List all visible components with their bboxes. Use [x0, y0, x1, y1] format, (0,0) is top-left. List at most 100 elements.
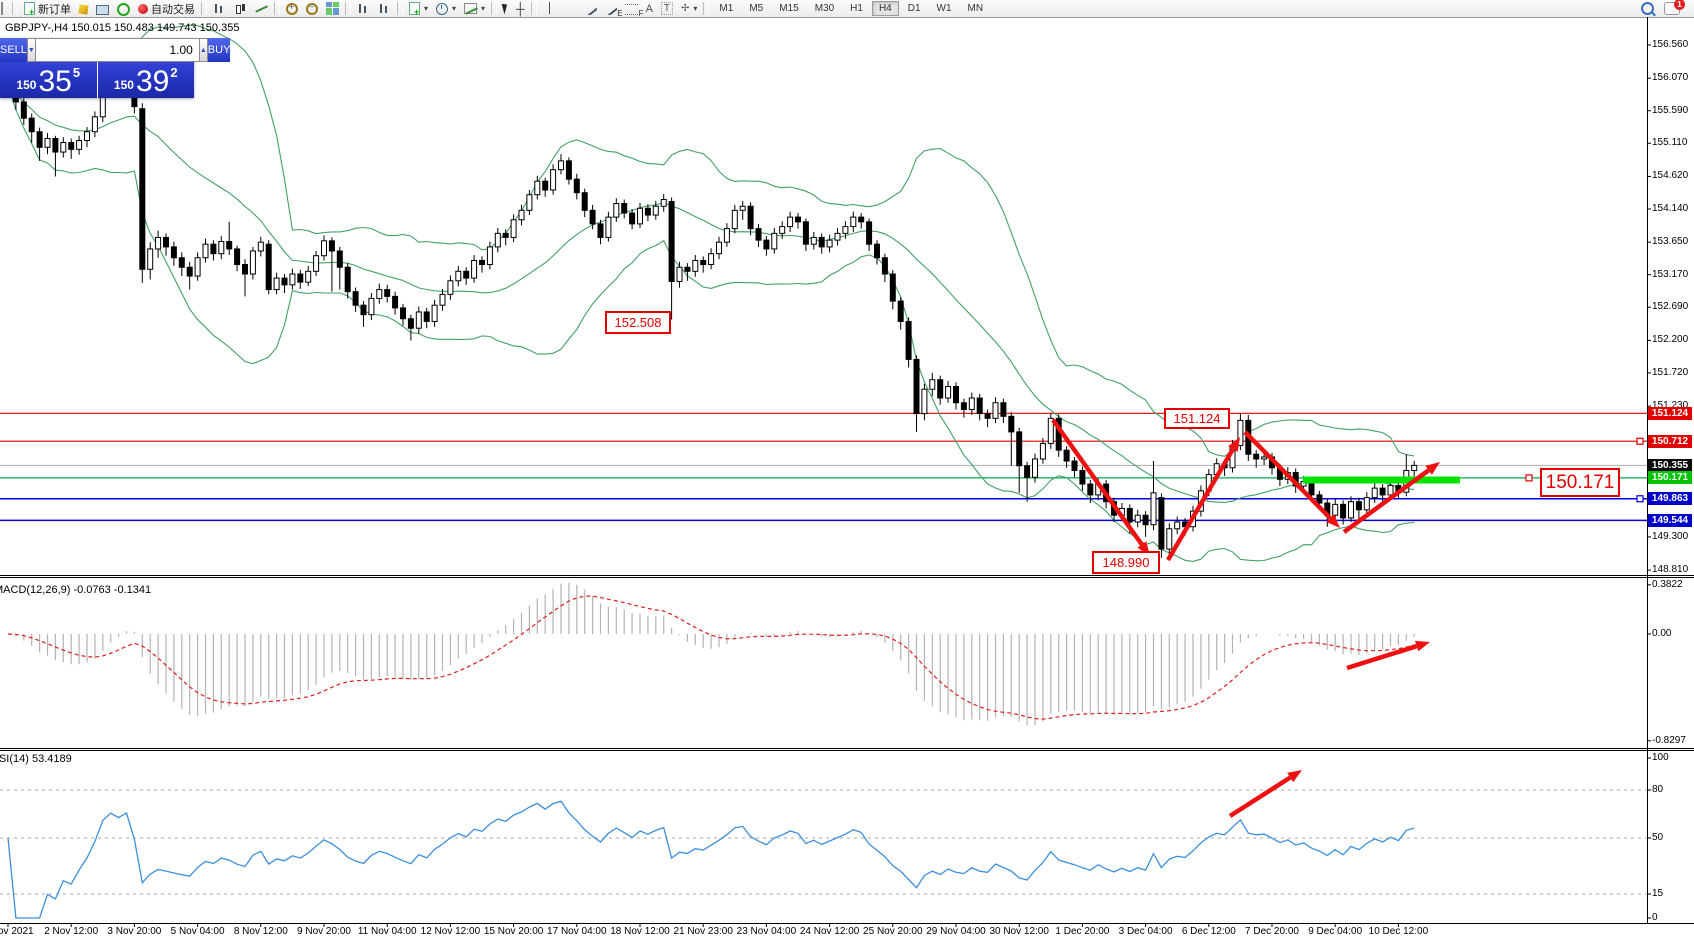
- trend-arrow[interactable]: [1166, 447, 1235, 562]
- candle-body: [147, 248, 154, 270]
- trend-arrow[interactable]: [1228, 775, 1292, 818]
- search-icon[interactable]: [1641, 2, 1654, 15]
- candle-body: [976, 397, 983, 415]
- candle-body: [581, 192, 588, 211]
- trend-arrow[interactable]: [1243, 430, 1332, 520]
- candle-body: [273, 277, 280, 291]
- price-badge-150.171: 150.171: [1648, 471, 1692, 485]
- indicators-button[interactable]: + ▾: [405, 1, 432, 17]
- timeframe-d1[interactable]: D1: [907, 3, 921, 14]
- price-tick: 155.110: [1652, 137, 1688, 149]
- volume-input[interactable]: [35, 38, 199, 62]
- candle-body: [597, 223, 604, 238]
- auto-trading-icon: [138, 4, 148, 14]
- candle-body: [194, 257, 201, 277]
- candle-body: [139, 108, 146, 270]
- candle-body: [1363, 497, 1370, 511]
- terminal-button[interactable]: [92, 1, 113, 16]
- candle-body: [1016, 431, 1023, 467]
- new-order-button[interactable]: + 新订单: [20, 1, 75, 17]
- sell-price-panel[interactable]: 150 35 5: [0, 62, 97, 98]
- fibonacci-tool-button[interactable]: F: [621, 1, 644, 18]
- line-handle[interactable]: [1636, 495, 1644, 503]
- candle-body: [550, 169, 557, 191]
- volume-decrease-button[interactable]: ▼: [26, 38, 36, 62]
- support-zone-bar[interactable]: [1303, 476, 1460, 484]
- chart-shift-button[interactable]: [374, 1, 395, 16]
- terminal-icon: [96, 4, 109, 15]
- new-order-icon: +: [24, 2, 35, 17]
- macd-pane[interactable]: [7, 582, 1430, 726]
- trend-arrow[interactable]: [1346, 644, 1418, 671]
- zoom-in-button[interactable]: [282, 1, 302, 16]
- candle-body: [526, 194, 533, 211]
- price-tick: 149.300: [1652, 530, 1689, 542]
- auto-scroll-button[interactable]: [353, 1, 374, 16]
- text-tool-button[interactable]: A: [642, 1, 657, 16]
- timeframe-m30[interactable]: M30: [814, 3, 835, 14]
- price-tick: 155.590: [1652, 104, 1689, 116]
- price-callout-152.508[interactable]: 152.508: [605, 311, 671, 334]
- toolbar-separator: [201, 2, 207, 15]
- volume-increase-button[interactable]: ▲: [198, 38, 208, 62]
- price-callout-148.990[interactable]: 148.990: [1092, 551, 1160, 574]
- candle-body: [716, 241, 722, 255]
- trend-arrow[interactable]: [1051, 418, 1144, 546]
- bar-chart-button[interactable]: [209, 1, 230, 16]
- candle-body: [1237, 419, 1244, 446]
- signal-button[interactable]: [113, 1, 134, 16]
- candle-chart-button[interactable]: [230, 1, 251, 16]
- trend-arrow[interactable]: [1342, 468, 1431, 534]
- price-callout-150.171[interactable]: 150.171: [1540, 468, 1620, 497]
- price-tick: 156.070: [1652, 72, 1689, 84]
- tile-windows-button[interactable]: [322, 1, 343, 16]
- candle-body: [558, 160, 564, 171]
- candle-body: [368, 297, 375, 316]
- timeframe-h1[interactable]: H1: [850, 3, 863, 14]
- price-callout-151.124[interactable]: 151.124: [1164, 408, 1230, 429]
- candle-chart-icon: [234, 2, 247, 15]
- sell-button[interactable]: SELL: [0, 38, 27, 62]
- notifications-icon[interactable]: 1: [1664, 0, 1685, 15]
- auto-trading-button[interactable]: 自动交易: [134, 1, 199, 16]
- price-badge-149.863: 149.863: [1648, 492, 1692, 506]
- timeframe-m15[interactable]: M15: [779, 3, 799, 14]
- candle-body: [52, 138, 59, 153]
- timeframe-m5[interactable]: M5: [749, 3, 764, 14]
- timeframe-m1[interactable]: M1: [719, 3, 734, 14]
- candle-body: [1079, 470, 1086, 485]
- trend-arrow-head: [1287, 770, 1302, 783]
- templates-button[interactable]: ▾: [460, 1, 489, 16]
- label-tool-button[interactable]: T: [657, 1, 677, 16]
- price-tick: 153.170: [1652, 268, 1689, 280]
- candle-body: [1008, 415, 1015, 433]
- candle-body: [60, 142, 67, 153]
- macd-label: MACD(12,26,9) -0.0763 -0.1341: [0, 584, 152, 596]
- candle-body: [763, 239, 770, 250]
- macd-signal-line: [7, 595, 1415, 720]
- candle-body: [802, 221, 809, 245]
- arrows-tool-button[interactable]: ✢ ▾: [681, 3, 698, 14]
- timeframe-w1[interactable]: W1: [936, 3, 952, 14]
- periods-button[interactable]: ▾: [432, 1, 460, 16]
- candle-body: [1071, 460, 1078, 472]
- candle-body: [392, 295, 399, 309]
- candle-body: [218, 240, 225, 255]
- timeframe-h4[interactable]: H4: [871, 1, 899, 16]
- candle-body: [494, 232, 501, 248]
- crosshair-tool-button[interactable]: ┼: [512, 1, 529, 16]
- candle-body: [155, 236, 162, 250]
- buy-button[interactable]: BUY: [207, 38, 231, 62]
- zoom-out-button[interactable]: [302, 1, 322, 16]
- candle-body: [234, 248, 241, 266]
- line-handle[interactable]: [1525, 474, 1533, 482]
- line-handle[interactable]: [1636, 437, 1644, 445]
- price-tick: 153.650: [1652, 236, 1689, 248]
- buy-price-panel[interactable]: 150 39 2: [97, 62, 194, 98]
- main-pane[interactable]: [0, 24, 1647, 562]
- channel-tool-button[interactable]: E: [601, 1, 622, 18]
- timeframe-mn[interactable]: MN: [967, 3, 984, 14]
- rsi-pane[interactable]: [0, 770, 1647, 919]
- macd-tick: -0.8297: [1652, 734, 1686, 746]
